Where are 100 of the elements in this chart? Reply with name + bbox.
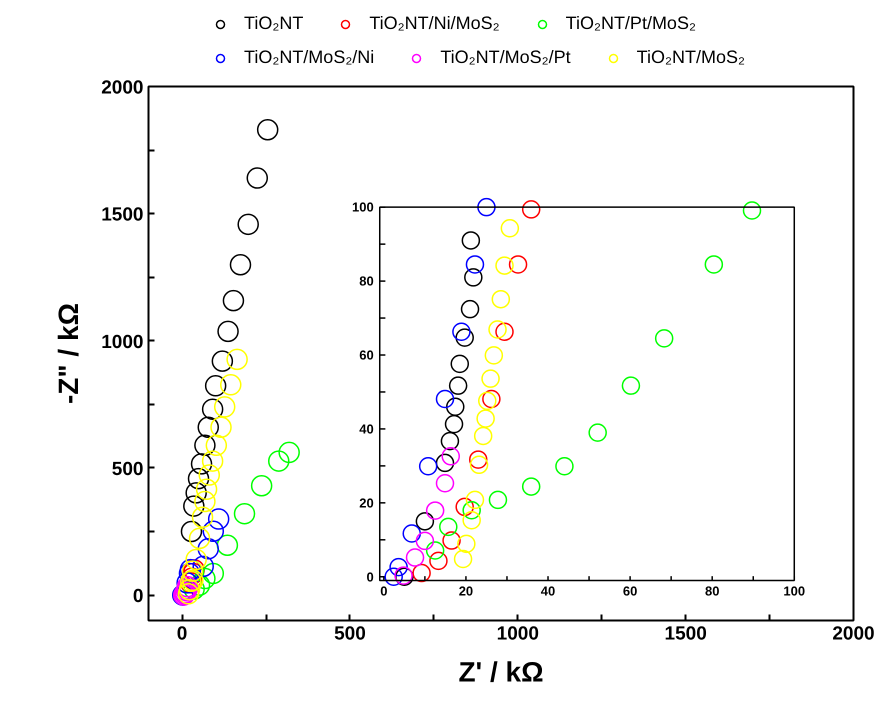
point xyxy=(462,510,481,530)
point xyxy=(210,416,232,438)
y-tick-label: 500 xyxy=(112,458,144,480)
point xyxy=(416,532,434,550)
y-tick-label: 1000 xyxy=(101,332,144,353)
point xyxy=(622,376,640,395)
point xyxy=(217,320,239,342)
point xyxy=(202,450,224,472)
point xyxy=(278,442,300,464)
point xyxy=(492,290,510,308)
x-tick-label: 0 xyxy=(380,583,388,598)
point xyxy=(522,200,540,219)
point xyxy=(488,320,507,339)
point xyxy=(455,328,474,347)
y-tick-label: 80 xyxy=(359,274,374,289)
legend-label: TiO₂NT/Pt/MoS₂ xyxy=(566,13,696,34)
legend-label: TiO₂NT/MoS₂ xyxy=(636,47,745,68)
point xyxy=(522,477,540,496)
point xyxy=(444,414,464,434)
point xyxy=(212,350,234,372)
point xyxy=(185,482,207,504)
point xyxy=(202,520,224,542)
point xyxy=(440,432,460,450)
point xyxy=(466,255,484,274)
point xyxy=(406,548,424,567)
x-tick-label: 0 xyxy=(176,624,188,644)
point xyxy=(470,456,488,474)
y-axis-title: -Z" / kΩ xyxy=(53,302,84,404)
point xyxy=(183,495,205,517)
point xyxy=(204,375,226,397)
point xyxy=(226,348,248,370)
point xyxy=(426,541,444,560)
point xyxy=(442,531,461,550)
y-tick-label: 60 xyxy=(359,348,374,363)
point xyxy=(484,346,504,365)
legend-label: TiO₂NT xyxy=(244,13,304,34)
point xyxy=(188,528,210,550)
point xyxy=(460,300,480,318)
point xyxy=(206,434,228,456)
point xyxy=(508,255,528,274)
point xyxy=(446,398,465,416)
point xyxy=(429,552,448,570)
point xyxy=(198,538,220,560)
x-tick-label: 100 xyxy=(783,583,806,598)
point xyxy=(192,506,214,528)
point xyxy=(468,450,488,469)
point xyxy=(704,255,724,274)
point xyxy=(452,322,471,341)
point xyxy=(500,219,520,238)
point xyxy=(250,475,272,496)
point xyxy=(185,548,207,570)
point xyxy=(436,454,454,472)
point xyxy=(194,568,216,590)
point xyxy=(190,453,212,475)
point xyxy=(457,534,476,554)
point xyxy=(478,392,497,410)
point xyxy=(488,490,508,510)
point xyxy=(208,508,230,530)
point xyxy=(448,376,468,395)
point xyxy=(436,474,454,492)
x-tick-label: 1500 xyxy=(664,624,707,644)
point xyxy=(216,534,238,556)
y-tick-label: 1500 xyxy=(101,204,144,226)
point xyxy=(214,396,236,418)
point xyxy=(198,416,220,438)
point xyxy=(462,231,480,250)
point xyxy=(588,423,607,442)
point xyxy=(654,329,674,348)
point xyxy=(482,390,501,408)
point xyxy=(268,450,290,472)
point xyxy=(412,564,431,582)
point xyxy=(402,524,422,543)
x-tick-label: 20 xyxy=(458,583,474,598)
point xyxy=(436,390,454,408)
point xyxy=(481,369,500,388)
point xyxy=(222,290,244,312)
x-axis-title: Z' / kΩ xyxy=(458,656,544,688)
point xyxy=(426,501,444,520)
legend-label: TiO₂NT/MoS₂/Pt xyxy=(440,47,571,68)
point xyxy=(477,198,496,216)
point xyxy=(454,550,472,568)
y-tick-label: 20 xyxy=(359,495,374,510)
point xyxy=(220,374,242,396)
point xyxy=(202,398,224,420)
point xyxy=(192,556,214,578)
y-tick-label: 0 xyxy=(366,569,374,584)
x-tick-label: 80 xyxy=(704,583,720,598)
x-tick-label: 40 xyxy=(540,583,556,598)
point xyxy=(495,322,514,341)
point xyxy=(180,520,202,542)
y-tick-label: 2000 xyxy=(101,78,144,98)
y-tick-label: 40 xyxy=(359,421,374,436)
point xyxy=(194,434,216,456)
point xyxy=(194,490,216,512)
point xyxy=(441,447,460,466)
point xyxy=(450,354,470,374)
point xyxy=(237,214,259,236)
point xyxy=(418,457,438,476)
point xyxy=(188,468,210,490)
point xyxy=(464,268,483,287)
